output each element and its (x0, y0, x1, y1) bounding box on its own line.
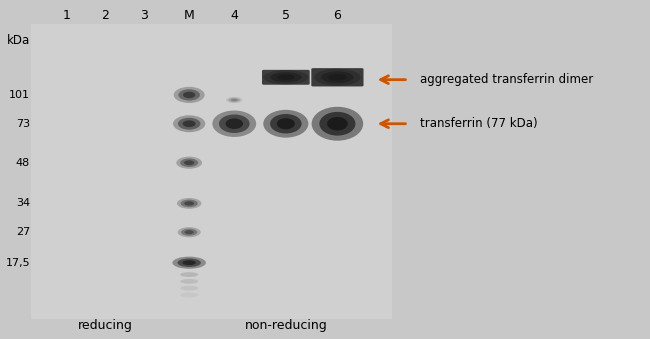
Ellipse shape (263, 70, 308, 84)
Ellipse shape (270, 114, 302, 134)
Text: non-reducing: non-reducing (244, 319, 327, 332)
Text: 34: 34 (16, 198, 30, 208)
Ellipse shape (219, 115, 250, 133)
Ellipse shape (327, 117, 348, 131)
Ellipse shape (176, 157, 202, 169)
FancyBboxPatch shape (262, 70, 309, 85)
Text: reducing: reducing (78, 319, 133, 332)
Ellipse shape (180, 272, 198, 277)
Ellipse shape (180, 293, 198, 297)
Ellipse shape (177, 258, 201, 267)
Text: 17,5: 17,5 (5, 258, 30, 268)
Ellipse shape (328, 74, 346, 81)
Ellipse shape (181, 200, 198, 207)
Ellipse shape (185, 230, 194, 234)
Ellipse shape (173, 115, 205, 132)
Ellipse shape (319, 112, 356, 136)
Text: aggregated transferrin dimer: aggregated transferrin dimer (420, 73, 593, 86)
Ellipse shape (177, 198, 202, 209)
Ellipse shape (181, 228, 198, 236)
Ellipse shape (277, 118, 295, 129)
Ellipse shape (226, 118, 243, 129)
Ellipse shape (270, 72, 302, 82)
Text: 2: 2 (101, 9, 109, 22)
Ellipse shape (231, 99, 237, 101)
FancyBboxPatch shape (311, 68, 363, 86)
Ellipse shape (184, 201, 194, 205)
Text: kDa: kDa (6, 34, 30, 47)
Ellipse shape (321, 71, 354, 83)
Text: 27: 27 (16, 227, 30, 237)
Ellipse shape (183, 92, 196, 98)
Text: 6: 6 (333, 9, 341, 22)
Ellipse shape (177, 227, 201, 237)
Text: 4: 4 (230, 9, 238, 22)
Text: 73: 73 (16, 119, 30, 129)
Text: 101: 101 (9, 90, 30, 100)
Ellipse shape (178, 89, 200, 101)
Bar (31, 24, 392, 319)
Ellipse shape (229, 98, 240, 102)
Ellipse shape (277, 75, 295, 80)
Ellipse shape (263, 110, 308, 138)
Ellipse shape (180, 286, 198, 291)
Text: transferrin (77 kDa): transferrin (77 kDa) (420, 117, 538, 130)
Ellipse shape (174, 87, 205, 103)
Ellipse shape (213, 111, 256, 137)
Ellipse shape (180, 158, 198, 167)
Text: 3: 3 (140, 9, 148, 22)
Text: M: M (184, 9, 194, 22)
Text: 5: 5 (282, 9, 290, 22)
Ellipse shape (172, 257, 206, 269)
Ellipse shape (178, 118, 200, 129)
Ellipse shape (183, 260, 196, 265)
Ellipse shape (314, 69, 361, 86)
Ellipse shape (226, 97, 242, 103)
Text: 1: 1 (63, 9, 71, 22)
Ellipse shape (183, 120, 196, 127)
Ellipse shape (184, 160, 194, 165)
Text: 48: 48 (16, 158, 30, 168)
Ellipse shape (311, 107, 363, 141)
Ellipse shape (180, 279, 198, 284)
